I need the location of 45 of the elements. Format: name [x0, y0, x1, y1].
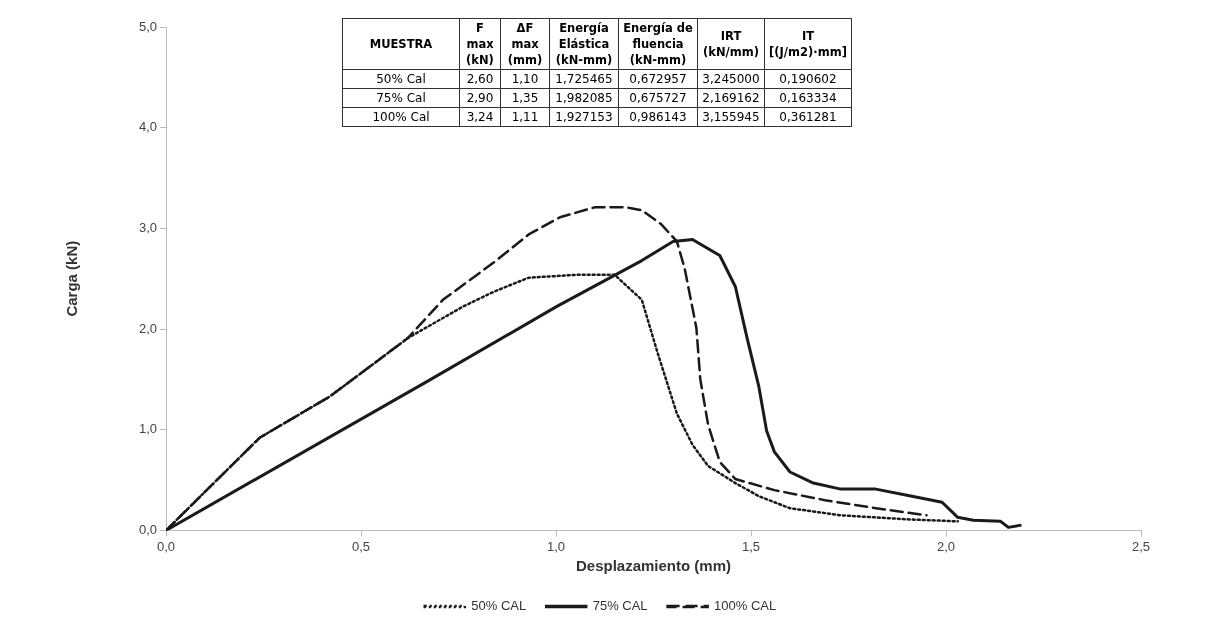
y-tick-label: 2,0 — [138, 320, 157, 336]
annotation: 2,60 — [459, 69, 501, 89]
y-tick-label: 4,0 — [138, 119, 157, 135]
y-axis-title: Carga (kN) — [63, 240, 81, 317]
x-tick-label: 1,5 — [741, 538, 761, 554]
x-tick-label: 0,5 — [351, 538, 371, 554]
y-tick-label: 1,0 — [138, 421, 157, 437]
annotation: 50% Cal — [342, 69, 460, 89]
annotation: 75% Cal — [342, 88, 460, 108]
x-tick-label: 2,5 — [1131, 538, 1151, 554]
annotation: 0,675727 — [618, 88, 698, 108]
annotation: 0,986143 — [618, 107, 698, 127]
annotation: 100% Cal — [342, 107, 460, 127]
x-axis-title: Desplazamiento (mm) — [575, 557, 732, 575]
legend-label: 75% CAL — [592, 598, 648, 614]
annotation: 1,927153 — [549, 107, 619, 127]
annotation: IT [(J/m2)·mm] — [764, 18, 852, 70]
annotation: 1,35 — [500, 88, 550, 108]
x-tick-label: 0,0 — [156, 538, 176, 554]
legend-label: 100% CAL — [714, 598, 777, 614]
x-tick-label: 2,0 — [936, 538, 956, 554]
annotation: 0,672957 — [618, 69, 698, 89]
annotation: 3,245000 — [697, 69, 765, 89]
annotation: 2,90 — [459, 88, 501, 108]
y-tick-label: 5,0 — [138, 18, 157, 34]
annotation: 0,190602 — [764, 69, 852, 89]
x-tick-label: 1,0 — [546, 538, 566, 554]
annotation: IRT (kN/mm) — [697, 18, 765, 70]
y-tick-label: 0,0 — [138, 521, 157, 537]
y-tick-label: 3,0 — [138, 219, 157, 235]
annotation: 3,155945 — [697, 107, 765, 127]
annotation: 1,725465 — [549, 69, 619, 89]
annotation: ΔF max (mm) — [500, 18, 550, 70]
annotation: F max (kN) — [459, 18, 501, 70]
annotation: MUESTRA — [342, 18, 460, 70]
annotation: Energía de fluencia (kN-mm) — [618, 18, 698, 70]
annotation: 1,982085 — [549, 88, 619, 108]
annotation: 1,11 — [500, 107, 550, 127]
annotation: 2,169162 — [697, 88, 765, 108]
annotation: 0,163334 — [764, 88, 852, 108]
annotation: 0,361281 — [764, 107, 852, 127]
annotation: Energía Elástica (kN-mm) — [549, 18, 619, 70]
legend-label: 50% CAL — [471, 598, 527, 614]
annotation: 3,24 — [459, 107, 501, 127]
annotation: 1,10 — [500, 69, 550, 89]
